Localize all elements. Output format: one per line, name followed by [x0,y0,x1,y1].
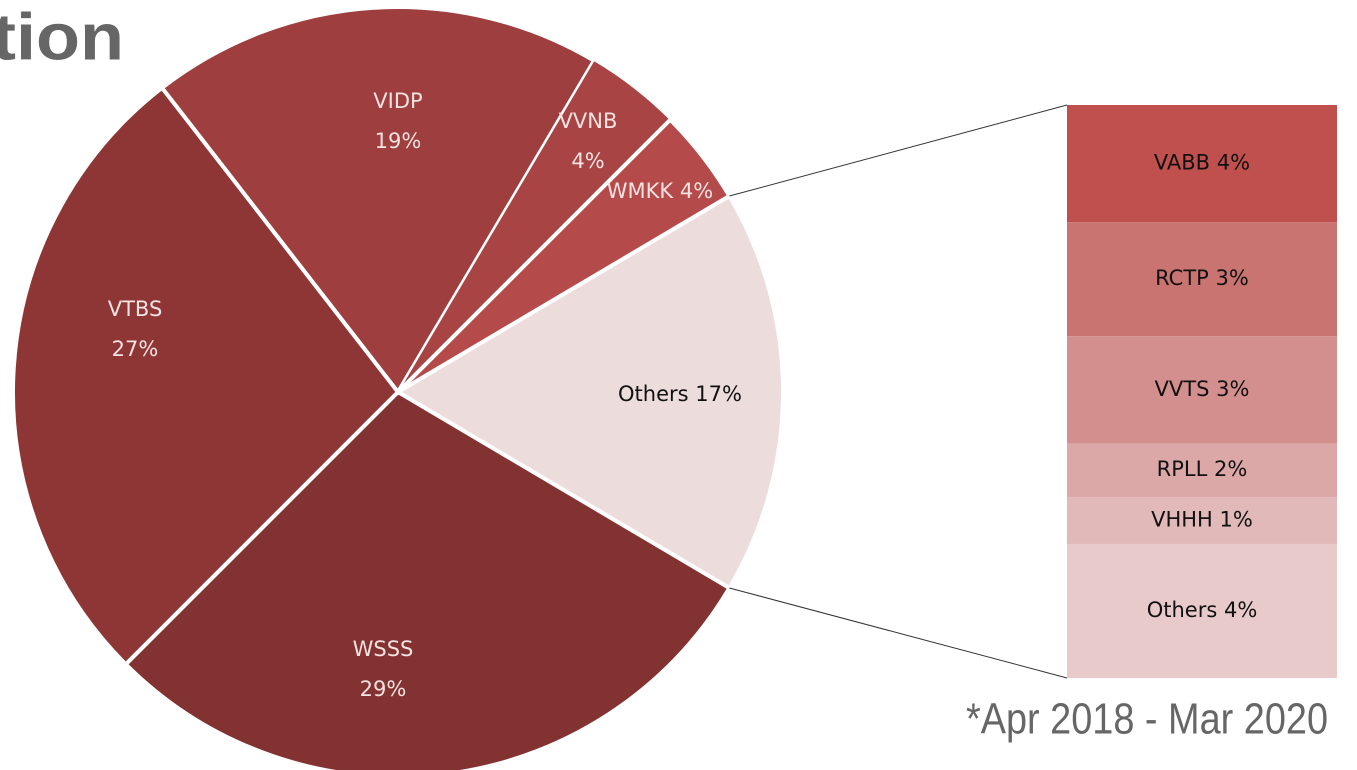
segment-value: 3% [1216,266,1249,290]
pie-slice [122,389,733,770]
slice-name: VIDP [373,89,422,113]
slice-label: VVNB 4% [559,109,618,173]
bar-segment [1067,443,1337,498]
slice-label: Others 17% [618,382,742,406]
segment-value: 4% [1224,598,1257,622]
pie-slice [159,5,597,396]
bar-segment [1067,105,1337,223]
segment-label: VHHH 1% [1151,508,1253,532]
segment-name: VABB [1154,151,1210,175]
segment-name: RCTP [1155,266,1209,290]
pie-slice [396,116,733,394]
slice-value: 27% [112,337,159,361]
segment-name: RPLL [1157,457,1208,481]
chart-title: tion [0,0,124,73]
slice-name: VTBS [108,297,163,321]
connector [729,104,1068,197]
pie-slice [394,193,785,591]
bar-segment [1067,497,1337,544]
segment-value: 3% [1216,377,1249,401]
segment-label: Others 4% [1147,598,1258,622]
segment-value: 2% [1214,457,1247,481]
slice-label: VIDP 19% [373,89,422,153]
slice-value: 4% [680,179,713,203]
segment-name: VHHH [1151,508,1213,532]
slice-label: WSSS 29% [353,637,414,701]
segment-label: VVTS 3% [1155,377,1250,401]
pie-slice [11,84,401,668]
segment-name: Others [1147,598,1218,622]
bar-segment [1067,222,1337,337]
footnote: *Apr 2018 - Mar 2020 [966,695,1328,744]
slice-value: 4% [571,149,604,173]
slice-name: VVNB [559,109,618,133]
connector [729,587,1068,679]
slice-label: VTBS 27% [108,297,163,361]
slice-name: WSSS [353,637,414,661]
slice-value: 17% [695,382,742,406]
slice-name: Others [618,382,689,406]
segment-label: RPLL 2% [1157,457,1248,481]
slice-value: 29% [360,677,407,701]
segment-label: RCTP 3% [1155,266,1249,290]
slice-value: 19% [375,129,422,153]
segment-value: 1% [1220,508,1253,532]
segment-label: VABB 4% [1154,151,1250,175]
segment-value: 4% [1217,151,1250,175]
bar-segment [1067,543,1337,678]
slice-name: WMKK [607,179,675,203]
bar-segment [1067,336,1337,444]
slice-label: WMKK 4% [607,179,713,203]
segment-name: VVTS [1155,377,1210,401]
